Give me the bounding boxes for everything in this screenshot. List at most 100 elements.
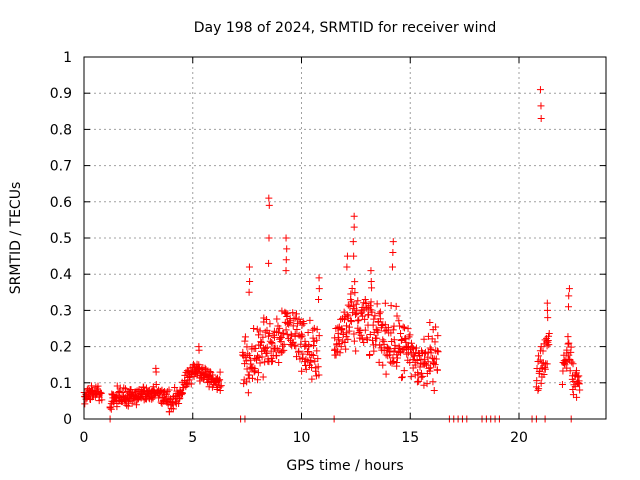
data-point xyxy=(313,325,321,333)
data-point xyxy=(382,370,390,378)
data-point xyxy=(169,405,177,413)
data-point xyxy=(367,298,375,306)
data-point xyxy=(370,315,378,323)
data-point xyxy=(195,346,203,354)
data-point xyxy=(399,346,407,354)
data-point xyxy=(393,312,401,320)
y-tick-label: 0.2 xyxy=(50,340,72,356)
plot-frame xyxy=(83,56,607,420)
data-point xyxy=(558,380,566,388)
data-point xyxy=(282,234,290,242)
data-point xyxy=(152,368,160,376)
data-point xyxy=(310,324,318,332)
data-point xyxy=(429,378,437,386)
data-point xyxy=(81,400,89,408)
data-point xyxy=(566,367,574,375)
data-point xyxy=(537,379,545,387)
data-point xyxy=(349,238,357,246)
data-point xyxy=(245,288,253,296)
data-point xyxy=(573,367,581,375)
data-point xyxy=(348,285,356,293)
data-point xyxy=(250,368,258,376)
data-point xyxy=(350,337,358,345)
data-point xyxy=(240,380,248,388)
data-point xyxy=(351,278,359,286)
data-point xyxy=(152,380,160,388)
data-point xyxy=(265,201,273,209)
data-point xyxy=(350,330,358,338)
data-point xyxy=(573,393,581,401)
data-point xyxy=(193,360,201,368)
data-point xyxy=(392,302,400,310)
data-point xyxy=(434,348,442,356)
data-point xyxy=(282,326,290,334)
data-point xyxy=(261,328,269,336)
data-point xyxy=(268,340,276,348)
data-point xyxy=(242,357,250,365)
data-point xyxy=(298,367,306,375)
data-point xyxy=(398,373,406,381)
data-point xyxy=(568,358,576,366)
data-point xyxy=(432,355,440,363)
data-point xyxy=(387,302,395,310)
data-point xyxy=(315,296,323,304)
data-point xyxy=(574,373,582,381)
data-point xyxy=(97,389,105,397)
data-point xyxy=(545,341,553,349)
data-point xyxy=(564,333,572,341)
y-tick-label: 0 xyxy=(63,412,72,428)
data-point xyxy=(376,315,384,323)
data-point xyxy=(390,336,398,344)
data-point xyxy=(258,353,266,361)
data-point xyxy=(308,375,316,383)
data-point xyxy=(388,263,396,271)
data-point xyxy=(255,331,263,339)
data-point xyxy=(195,361,203,369)
data-point xyxy=(433,366,441,374)
data-point xyxy=(345,323,353,331)
data-point xyxy=(381,327,389,335)
data-point xyxy=(541,364,549,372)
data-point xyxy=(416,363,424,371)
data-point xyxy=(404,325,412,333)
data-point xyxy=(171,384,179,392)
data-point xyxy=(292,342,300,350)
data-point xyxy=(214,377,222,385)
data-point xyxy=(250,325,258,333)
data-point xyxy=(263,343,271,351)
data-point xyxy=(277,334,285,342)
axes: 00.10.20.30.40.50.60.70.80.910 5 10 15 20 xyxy=(50,50,606,446)
data-point xyxy=(313,347,321,355)
data-point xyxy=(400,367,408,375)
data-point xyxy=(132,401,140,409)
data-point xyxy=(315,332,323,340)
data-point xyxy=(371,312,379,320)
data-point xyxy=(343,263,351,271)
data-point xyxy=(216,386,224,394)
data-point xyxy=(309,326,317,334)
data-point xyxy=(363,336,371,344)
data-point xyxy=(336,349,344,357)
data-point xyxy=(347,318,355,326)
data-point xyxy=(346,303,354,311)
data-points xyxy=(80,86,584,423)
data-point xyxy=(115,387,123,395)
data-point xyxy=(342,345,350,353)
data-point xyxy=(293,320,301,328)
data-point xyxy=(313,336,321,344)
data-point xyxy=(390,357,398,365)
data-point xyxy=(357,331,365,339)
data-point xyxy=(187,380,195,388)
data-point xyxy=(291,330,299,338)
data-point xyxy=(216,368,224,376)
data-point xyxy=(389,238,397,246)
data-point xyxy=(398,336,406,344)
data-point xyxy=(544,314,552,322)
data-point xyxy=(395,317,403,325)
data-point xyxy=(122,385,130,393)
data-point xyxy=(374,328,382,336)
data-point xyxy=(563,346,571,354)
data-point xyxy=(256,359,264,367)
data-point xyxy=(367,267,375,275)
